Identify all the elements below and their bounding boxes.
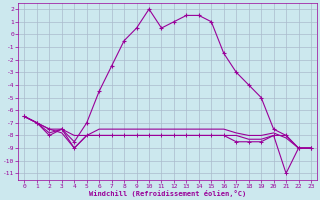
X-axis label: Windchill (Refroidissement éolien,°C): Windchill (Refroidissement éolien,°C) — [89, 190, 246, 197]
